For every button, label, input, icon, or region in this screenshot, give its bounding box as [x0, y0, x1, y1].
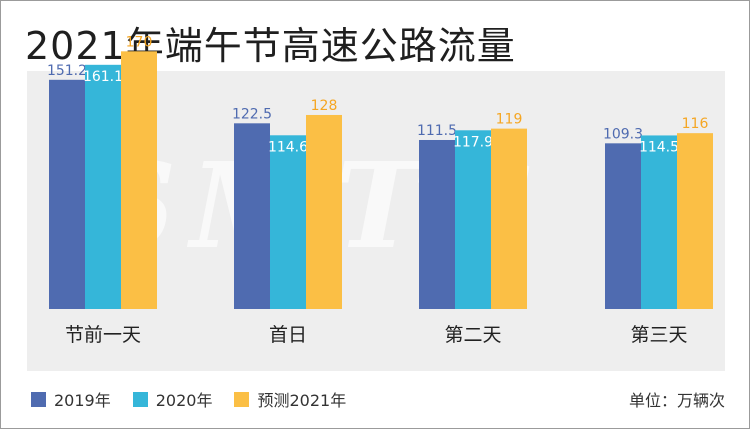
data-label-2-1: 117.9	[453, 134, 493, 150]
legend-item-2019: 2019年	[31, 387, 111, 411]
bar-0-0	[49, 79, 85, 310]
data-label-0-2: 170	[126, 34, 153, 50]
legend-label-2019: 2019年	[54, 391, 111, 410]
bar-3-2	[677, 133, 713, 309]
bar-2-0	[419, 139, 455, 309]
legend-swatch-2020	[132, 391, 148, 407]
bar-1-2	[306, 114, 342, 310]
category-label-0: 节前一天	[65, 324, 141, 346]
bar-2-2	[491, 128, 527, 309]
data-label-3-1: 114.5	[639, 139, 679, 155]
unit-label: 单位：万辆次	[628, 391, 725, 410]
legend: 2019年 2020年 预测2021年	[31, 385, 346, 413]
bar-3-1	[641, 135, 677, 309]
data-label-1-0: 122.5	[232, 106, 272, 122]
bar-1-0	[234, 123, 270, 309]
legend-label-2021-forecast: 预测2021年	[257, 391, 347, 410]
legend-item-2021-forecast: 预测2021年	[234, 387, 346, 411]
legend-swatch-2019	[31, 391, 46, 407]
bar-1-1	[270, 135, 306, 309]
legend-swatch-2021-forecast	[234, 391, 250, 407]
data-label-3-2: 116	[682, 116, 709, 132]
bar-0-1	[85, 64, 121, 309]
chart-title: 2021年端午节高速公路流量	[25, 24, 516, 68]
category-label-1: 首日	[269, 324, 307, 346]
data-label-3-0: 109.3	[603, 126, 643, 142]
legend-item-2020: 2020年	[132, 387, 213, 411]
bar-2-1	[455, 130, 491, 309]
data-label-1-1: 114.6	[268, 139, 308, 155]
bar-0-2	[121, 51, 157, 309]
category-label-2: 第二天	[444, 324, 501, 346]
legend-label-2020: 2020年	[155, 391, 213, 410]
data-label-1-2: 128	[311, 98, 338, 114]
bar-3-0	[605, 143, 641, 309]
category-label-3: 第三天	[630, 324, 687, 346]
data-label-2-2: 119	[496, 112, 523, 128]
data-label-0-1: 161.1	[83, 69, 123, 85]
data-label-2-0: 111.5	[417, 123, 457, 139]
data-label-0-0: 151.2	[47, 63, 87, 79]
